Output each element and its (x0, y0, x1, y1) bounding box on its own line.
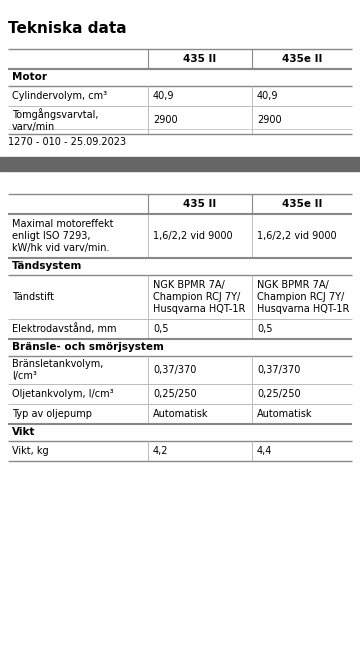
Text: Motor: Motor (12, 72, 47, 82)
Text: Typ av oljepump: Typ av oljepump (12, 409, 92, 419)
Text: NGK BPMR 7A/
Champion RCJ 7Y/
Husqvarna HQT-1R: NGK BPMR 7A/ Champion RCJ 7Y/ Husqvarna … (257, 280, 349, 314)
Text: Bränsletankvolym,
l/cm³: Bränsletankvolym, l/cm³ (12, 359, 103, 381)
Text: Maximal motoreffekt
enligt ISO 7293,
kW/hk vid varv/min.: Maximal motoreffekt enligt ISO 7293, kW/… (12, 219, 113, 252)
Text: Automatisk: Automatisk (153, 409, 208, 419)
Text: 0,5: 0,5 (153, 324, 168, 334)
Text: Automatisk: Automatisk (257, 409, 312, 419)
Text: 0,5: 0,5 (257, 324, 273, 334)
Text: 40,9: 40,9 (257, 91, 279, 101)
Text: 4,4: 4,4 (257, 446, 273, 456)
Text: 2900: 2900 (153, 115, 177, 125)
Text: 0,25/250: 0,25/250 (153, 389, 197, 399)
Text: Tändstift: Tändstift (12, 292, 54, 302)
Text: 0,37/370: 0,37/370 (257, 365, 300, 375)
Text: 435e II: 435e II (282, 54, 322, 64)
Text: 435e II: 435e II (282, 199, 322, 209)
Text: Oljetankvolym, l/cm³: Oljetankvolym, l/cm³ (12, 389, 114, 399)
Text: 1,6/2,2 vid 9000: 1,6/2,2 vid 9000 (153, 231, 233, 241)
Text: 0,37/370: 0,37/370 (153, 365, 196, 375)
Text: Tomgångsvarvtal,
varv/min: Tomgångsvarvtal, varv/min (12, 108, 99, 132)
Text: Vikt: Vikt (12, 427, 36, 437)
Text: Cylindervolym, cm³: Cylindervolym, cm³ (12, 91, 107, 101)
Text: 435 II: 435 II (183, 54, 217, 64)
Text: 2900: 2900 (257, 115, 282, 125)
Text: 435 II: 435 II (183, 199, 217, 209)
Bar (0, 157, 360, 171)
Text: NGK BPMR 7A/
Champion RCJ 7Y/
Husqvarna HQT-1R: NGK BPMR 7A/ Champion RCJ 7Y/ Husqvarna … (153, 280, 246, 314)
Text: 1270 - 010 - 25.09.2023: 1270 - 010 - 25.09.2023 (8, 137, 126, 147)
Text: 4,2: 4,2 (153, 446, 168, 456)
Text: Elektrodavstånd, mm: Elektrodavstånd, mm (12, 324, 117, 334)
Text: Tändsystem: Tändsystem (12, 261, 82, 271)
Text: Bränsle- och smörjsystem: Bränsle- och smörjsystem (12, 342, 164, 352)
Text: 0,25/250: 0,25/250 (257, 389, 301, 399)
Text: 40,9: 40,9 (153, 91, 175, 101)
Text: Vikt, kg: Vikt, kg (12, 446, 49, 456)
Text: 1,6/2,2 vid 9000: 1,6/2,2 vid 9000 (257, 231, 337, 241)
Text: Tekniska data: Tekniska data (8, 21, 127, 36)
